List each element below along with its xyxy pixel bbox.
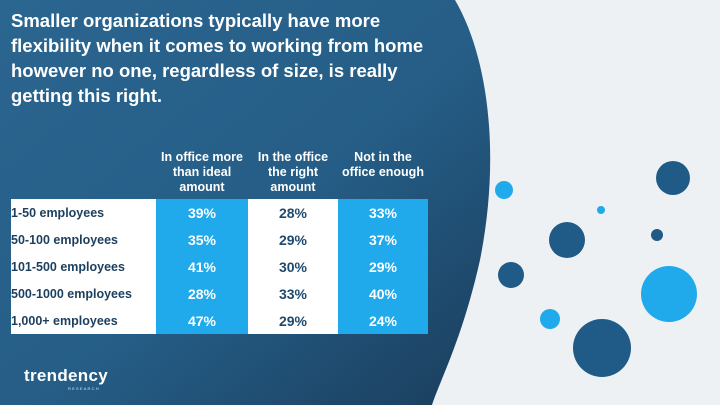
cell-right-amount: 33%	[248, 280, 338, 307]
dark-blue-dot-top-right	[656, 161, 690, 195]
cell-right-amount: 29%	[248, 307, 338, 334]
column-header-more-than-ideal: In office more than ideal amount	[161, 150, 243, 194]
cell-right-amount: 28%	[248, 199, 338, 226]
row-label: 1-50 employees	[11, 199, 156, 226]
row-label: 50-100 employees	[11, 226, 156, 253]
column-header-right-amount: In the office the right amount	[257, 150, 329, 194]
column-header-not-enough: Not in the office enough	[342, 150, 424, 179]
dark-blue-dot-medium	[549, 222, 585, 258]
light-blue-dot-lower	[540, 309, 560, 329]
row-label: 500-1000 employees	[11, 280, 156, 307]
cell-right-amount: 29%	[248, 226, 338, 253]
cell-not-enough: 33%	[338, 199, 428, 226]
cell-more-than-ideal: 28%	[156, 280, 248, 307]
table-row: 101-500 employees 41% 30% 29%	[11, 253, 428, 280]
cell-right-amount: 30%	[248, 253, 338, 280]
trendency-logo-tagline: RESEARCH	[68, 386, 100, 391]
cell-not-enough: 37%	[338, 226, 428, 253]
light-blue-dot-tiny	[597, 206, 605, 214]
light-blue-dot-large	[641, 266, 697, 322]
dark-blue-dot-left	[498, 262, 524, 288]
cell-more-than-ideal: 41%	[156, 253, 248, 280]
table-row: 1-50 employees 39% 28% 33%	[11, 199, 428, 226]
dark-blue-dot-tiny	[651, 229, 663, 241]
light-blue-dot-small	[495, 181, 513, 199]
table-row: 500-1000 employees 28% 33% 40%	[11, 280, 428, 307]
trendency-logo: trendency	[24, 366, 108, 385]
cell-not-enough: 29%	[338, 253, 428, 280]
cell-more-than-ideal: 39%	[156, 199, 248, 226]
table-row: 50-100 employees 35% 29% 37%	[11, 226, 428, 253]
cell-not-enough: 40%	[338, 280, 428, 307]
cell-not-enough: 24%	[338, 307, 428, 334]
row-label: 1,000+ employees	[11, 307, 156, 334]
cell-more-than-ideal: 47%	[156, 307, 248, 334]
dark-blue-dot-bottom	[573, 319, 631, 377]
slide-title: Smaller organizations typically have mor…	[11, 10, 424, 106]
row-label: 101-500 employees	[11, 253, 156, 280]
cell-more-than-ideal: 35%	[156, 226, 248, 253]
table-row: 1,000+ employees 47% 29% 24%	[11, 307, 428, 334]
results-table: 1-50 employees 39% 28% 33% 50-100 employees 3…	[11, 199, 428, 334]
